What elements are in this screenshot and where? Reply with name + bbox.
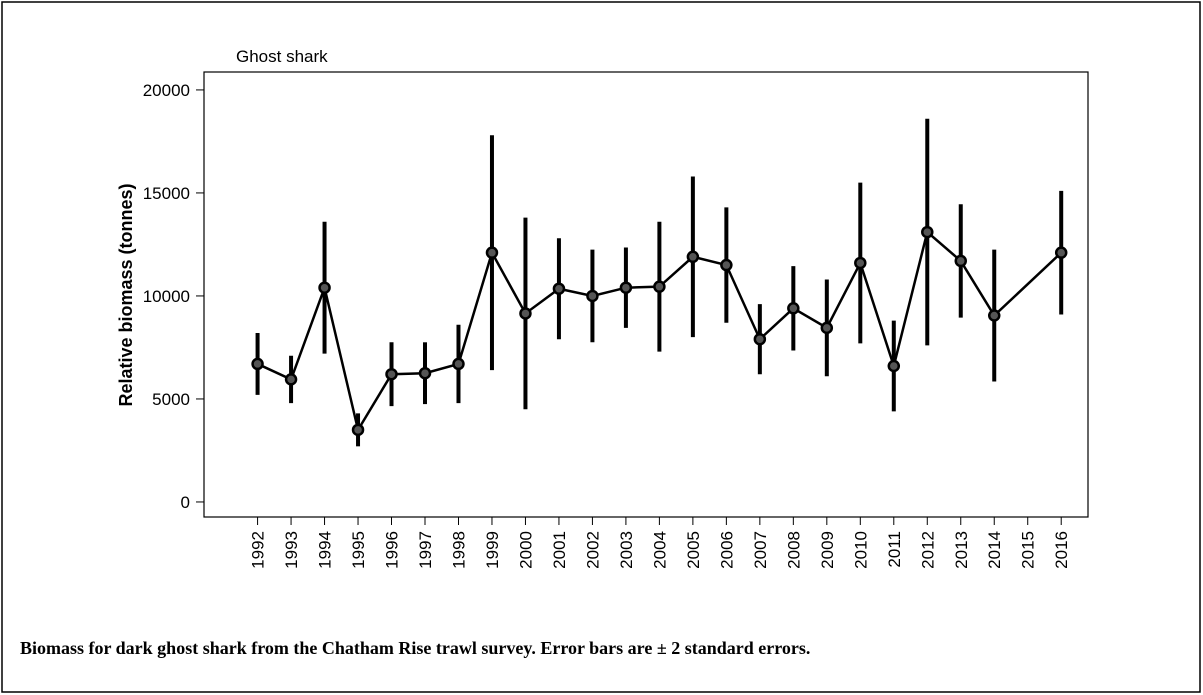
x-tick-label: 1993	[282, 531, 301, 569]
y-tick-label: 15000	[143, 184, 190, 203]
point	[753, 332, 767, 346]
point	[887, 359, 901, 373]
x-tick-label: 1992	[249, 531, 268, 569]
point	[284, 373, 298, 386]
point	[485, 246, 499, 259]
point	[787, 302, 800, 315]
x-tick-label: 2003	[617, 531, 636, 569]
y-tick-label: 0	[181, 493, 190, 512]
x-tick-label: 1999	[483, 531, 502, 569]
point	[987, 309, 1001, 322]
point	[820, 321, 834, 335]
point	[351, 423, 365, 437]
x-tick-label: 1996	[383, 531, 402, 569]
x-tick-label: 1997	[416, 531, 435, 569]
x-tick-label: 2002	[583, 531, 602, 569]
y-tick-label: 10000	[143, 287, 190, 306]
y-tick-label: 20000	[143, 81, 190, 100]
point	[686, 250, 700, 264]
x-tick-label: 2005	[684, 531, 703, 569]
point	[552, 282, 566, 295]
y-tick-label: 5000	[152, 390, 190, 409]
x-tick-label: 2000	[516, 531, 535, 569]
point	[1054, 246, 1068, 259]
x-tick-label: 2001	[550, 531, 569, 569]
point	[954, 254, 968, 268]
point	[586, 289, 599, 303]
line	[257, 229, 1063, 434]
x-tick-label: 2010	[851, 531, 870, 569]
plot-box	[203, 71, 1089, 518]
point	[318, 281, 331, 294]
x-tick-label: 2007	[751, 531, 770, 569]
x-tick-label: 1998	[449, 531, 468, 569]
x-tick-label: 2014	[985, 531, 1004, 569]
x-tick-label: 2015	[1019, 531, 1038, 569]
x-tick-label: 2016	[1052, 531, 1071, 569]
point	[619, 281, 633, 294]
point	[720, 258, 733, 272]
x-tick-label: 2004	[650, 531, 669, 569]
point	[418, 366, 432, 380]
x-tick-label: 2009	[818, 531, 837, 569]
point	[519, 307, 532, 320]
caption: Biomass for dark ghost shark from the Ch…	[20, 638, 810, 658]
x-tick-label: 1995	[349, 531, 368, 569]
point	[653, 280, 666, 293]
point	[251, 357, 264, 371]
point	[385, 367, 398, 381]
x-tick-label: 2008	[784, 531, 803, 569]
chart-title: Ghost shark	[236, 47, 328, 66]
y-axis-label: Relative biomass (tonnes)	[116, 183, 136, 406]
point	[854, 256, 867, 270]
x-tick-label: 2011	[885, 531, 904, 568]
x-tick-label: 2006	[717, 531, 736, 569]
x-tick-label: 1994	[316, 531, 335, 569]
point	[452, 357, 465, 371]
x-tick-label: 2013	[952, 531, 971, 569]
point	[921, 225, 934, 239]
x-tick-label: 2012	[918, 531, 937, 569]
